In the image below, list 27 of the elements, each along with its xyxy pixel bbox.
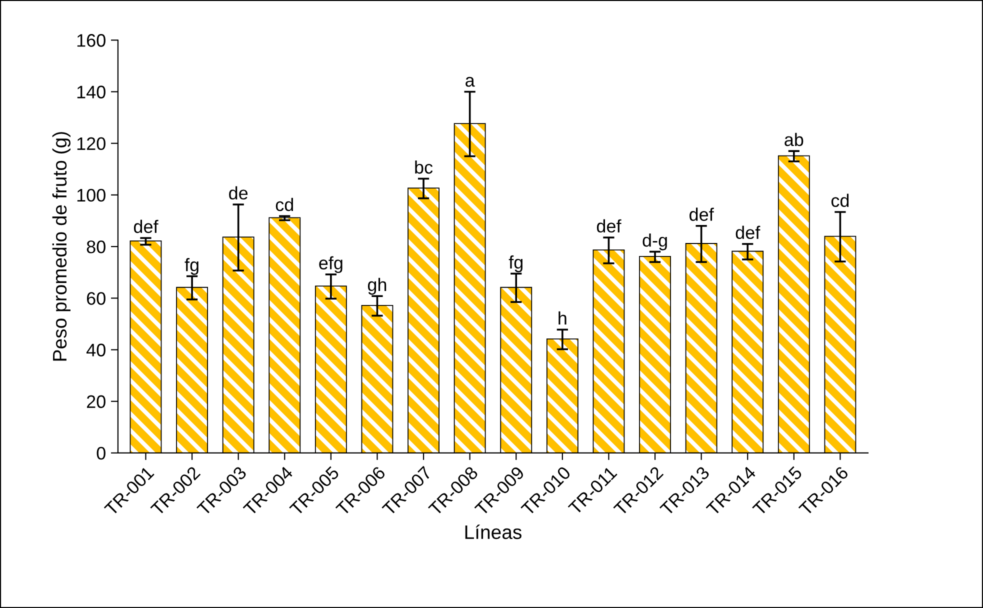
y-axis-title: Peso promedio de fruto (g)	[52, 132, 70, 361]
y-tick-label: 80	[86, 240, 106, 254]
y-tick-label: 40	[86, 344, 106, 356]
annotation: fg	[508, 255, 522, 272]
annotation: def	[596, 219, 622, 233]
y-tick-label: 20	[86, 395, 106, 408]
annotation: def	[736, 226, 760, 240]
x-axis-title: Líneas	[465, 524, 522, 540]
annotation: bc	[415, 160, 433, 174]
y-tick-label: 100	[77, 188, 106, 202]
annotation: def	[134, 220, 158, 234]
y-tick-label: 140	[77, 86, 106, 98]
annotation: efg	[319, 256, 342, 274]
annotation: cd	[831, 194, 849, 208]
annotation: gh	[368, 278, 386, 295]
annotation: fg	[184, 258, 198, 275]
annotation: cd	[276, 198, 294, 212]
annotation: def	[690, 208, 714, 221]
annotation: d-g	[642, 233, 667, 250]
annotation: h	[558, 311, 566, 324]
y-tick-label: 160	[77, 34, 106, 47]
annotation: ab	[784, 132, 804, 146]
y-tick-label: 0	[96, 446, 106, 460]
annotation: a	[466, 76, 475, 87]
y-tick-label: 120	[77, 137, 106, 150]
y-tick-label: 60	[86, 292, 106, 305]
annotation: de	[229, 186, 248, 200]
